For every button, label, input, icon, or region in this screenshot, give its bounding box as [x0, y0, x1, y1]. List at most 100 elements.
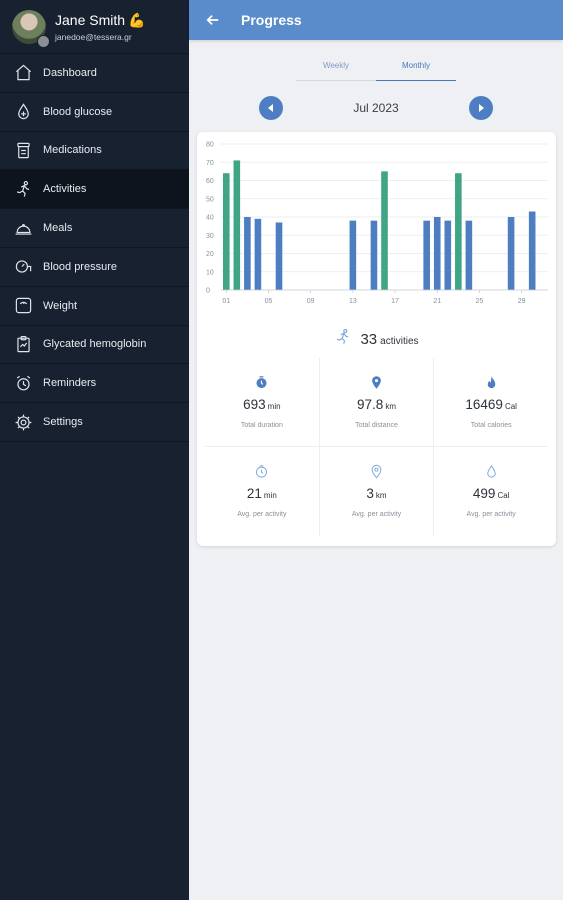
avatar-badge	[37, 34, 50, 48]
sidebar-item-blood-glucose[interactable]: Blood glucose	[0, 93, 189, 132]
activity-count: 33	[360, 331, 378, 348]
chart-bar	[433, 217, 441, 290]
profile-header[interactable]: Jane Smith 💪 janedoe@tessera.gr	[0, 0, 189, 54]
x-tick-label: 21	[433, 298, 441, 305]
alarm-icon	[13, 373, 33, 393]
pill-bottle-icon	[13, 140, 33, 160]
flexed-biceps-icon: 💪	[128, 11, 146, 28]
sidebar-item-medications[interactable]: Medications	[0, 132, 189, 171]
stat-avg-calories: 499 Cal Avg. per activity	[433, 447, 548, 536]
chart-bar	[222, 173, 230, 290]
sidebar-item-weight[interactable]: Weight	[0, 287, 189, 326]
y-tick-label: 20	[206, 251, 214, 258]
stat-caption: Avg. per activity	[351, 511, 402, 518]
timer-icon	[254, 374, 269, 390]
x-tick-label: 05	[265, 298, 273, 305]
chart-bar	[444, 220, 452, 290]
stat-caption: Total distance	[355, 422, 398, 429]
profile-name: Jane Smith	[55, 12, 126, 28]
stat-caption: Total duration	[240, 422, 283, 429]
drop-outline-icon	[484, 463, 499, 479]
chart-bar	[233, 160, 241, 290]
stats-row-totals: 693 min Total duration 97.8 km Total dis…	[205, 358, 548, 447]
chart-bar	[423, 220, 430, 290]
tab-monthly[interactable]: Monthly	[376, 57, 456, 81]
stat-caption: Avg. per activity	[466, 511, 516, 518]
stat-value: 499	[472, 486, 496, 501]
stat-avg-duration: 21 min Avg. per activity	[205, 447, 319, 536]
sidebar-item-label: Dashboard	[43, 66, 97, 79]
y-tick-label: 30	[206, 233, 214, 240]
x-tick-label: 25	[476, 298, 484, 305]
timer-outline-icon	[254, 463, 269, 479]
chart-bar	[381, 171, 388, 290]
sidebar-item-meals[interactable]: Meals	[0, 209, 189, 248]
chart-bar	[275, 222, 283, 290]
profile-text: Jane Smith 💪 janedoe@tessera.gr	[55, 12, 145, 42]
chart-bar	[370, 220, 378, 290]
gear-icon	[13, 412, 33, 432]
x-tick-label: 29	[518, 298, 526, 305]
scale-icon	[13, 296, 33, 316]
sidebar-item-label: Reminders	[43, 377, 97, 390]
activity-summary-card: 0 10 20 30 40 50 60 70 80 01 05 09 13 17 21 25 29 33 act…	[197, 132, 556, 546]
stat-value-line: 499 Cal	[473, 486, 510, 501]
period-tabs: Weekly Monthly	[296, 57, 456, 81]
chart-bar	[507, 217, 515, 290]
sidebar-item-label: Blood pressure	[43, 260, 117, 273]
sidebar-item-glycated-hemoglobin[interactable]: Glycated hemoglobin	[0, 326, 189, 365]
app-bar: Progress	[189, 0, 563, 40]
next-month-button[interactable]	[469, 96, 493, 120]
x-tick-label: 13	[349, 298, 357, 305]
y-tick-label: 10	[206, 269, 214, 276]
activity-count-unit: activities	[380, 336, 419, 347]
sidebar-item-label: Settings	[43, 416, 83, 429]
stat-value: 97.8	[357, 397, 384, 412]
cloche-icon	[13, 218, 33, 238]
sidebar-item-blood-pressure[interactable]: Blood pressure	[0, 248, 189, 287]
back-arrow-icon[interactable]	[203, 10, 223, 30]
stat-total-distance: 97.8 km Total distance	[318, 358, 434, 446]
y-tick-label: 0	[206, 288, 210, 295]
stats-grid: 693 min Total duration 97.8 km Total dis…	[205, 358, 548, 536]
sidebar-item-label: Blood glucose	[43, 105, 113, 118]
chart-bar	[349, 220, 357, 290]
chart-bar	[465, 220, 473, 290]
chart-bar	[254, 218, 262, 290]
x-tick-label: 01	[222, 298, 230, 305]
stat-value-line: 97.8 km	[357, 397, 396, 412]
stat-value: 3	[366, 486, 374, 501]
stat-value: 21	[246, 486, 262, 501]
sidebar-item-activities[interactable]: Activities	[0, 170, 189, 210]
stat-total-calories: 16469 Cal Total calories	[433, 358, 548, 446]
period-label: Jul 2023	[353, 101, 399, 115]
sidebar-item-reminders[interactable]: Reminders	[0, 364, 189, 404]
sidebar-item-label: Glycated hemoglobin	[43, 338, 147, 351]
sidebar-item-label: Weight	[43, 299, 78, 312]
tab-weekly[interactable]: Weekly	[296, 57, 376, 81]
chart-bar	[244, 217, 251, 290]
stat-unit: min	[267, 402, 281, 411]
sidebar-item-label: Meals	[43, 222, 73, 235]
sidebar-item-dashboard[interactable]: Dashboard	[0, 54, 189, 93]
avatar	[12, 9, 50, 48]
period-selector: Jul 2023	[259, 96, 493, 120]
stats-row-averages: 21 min Avg. per activity 3 km Avg. per a…	[205, 447, 548, 536]
stat-value-line: 16469 Cal	[465, 397, 517, 412]
drop-icon	[13, 102, 33, 122]
x-tick-label: 09	[307, 298, 315, 305]
stat-value: 16469	[465, 397, 503, 412]
previous-month-button[interactable]	[259, 96, 283, 120]
stat-avg-distance: 3 km Avg. per activity	[318, 447, 434, 536]
main-content: Progress Weekly Monthly Jul 2023 0 10 20 30…	[189, 0, 563, 900]
x-tick-label: 17	[391, 298, 399, 305]
sidebar-item-settings[interactable]: Settings	[0, 403, 189, 442]
navigation-drawer: Jane Smith 💪 janedoe@tessera.gr Dashboar…	[0, 0, 189, 900]
flame-icon	[484, 374, 499, 390]
stat-value: 693	[243, 397, 266, 412]
activity-count-summary: 33 activities	[197, 328, 556, 351]
profile-name-row: Jane Smith 💪	[55, 12, 145, 29]
runner-icon	[334, 328, 352, 351]
y-tick-label: 50	[206, 196, 214, 203]
home-icon	[13, 63, 33, 83]
